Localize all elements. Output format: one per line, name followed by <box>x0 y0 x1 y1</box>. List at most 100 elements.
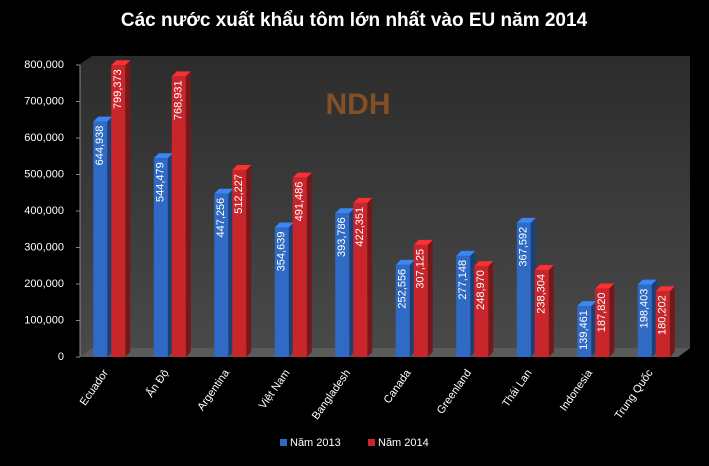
bar-top <box>232 165 252 171</box>
value-label: 354,639 <box>276 232 288 272</box>
bar-top <box>111 60 131 66</box>
bar-top <box>534 265 554 271</box>
bar-side <box>246 165 252 357</box>
y-tick-label: 500,000 <box>24 168 64 180</box>
bar <box>292 177 307 357</box>
bar <box>274 227 289 357</box>
bar-side <box>167 153 173 357</box>
bar <box>534 270 549 357</box>
bar-side <box>548 265 554 357</box>
value-label: 544,479 <box>155 162 167 202</box>
value-label: 422,351 <box>354 207 366 247</box>
bar-side <box>409 259 415 357</box>
y-tick-label: 300,000 <box>24 241 64 253</box>
value-label: 252,556 <box>397 269 409 309</box>
value-label: 799,373 <box>112 69 124 109</box>
bar-top <box>171 71 191 77</box>
bar-side <box>107 116 113 358</box>
bar <box>516 222 531 357</box>
bar <box>353 202 368 357</box>
bar-side <box>306 172 312 357</box>
y-tick-label: 800,000 <box>24 59 64 71</box>
bar-side <box>591 301 597 357</box>
value-label: 768,931 <box>173 80 185 120</box>
bar-side <box>669 286 675 357</box>
x-tick-label: Thái Lan <box>500 368 534 410</box>
bar-side <box>488 261 494 357</box>
bar <box>577 306 592 357</box>
bar <box>232 170 247 357</box>
bar <box>595 288 610 357</box>
value-label: 248,970 <box>475 270 487 310</box>
bar-top <box>93 116 113 122</box>
x-tick-label: Bangladesh <box>310 368 353 422</box>
bar-top <box>214 188 234 194</box>
bar-side <box>470 250 476 357</box>
y-tick-label: 600,000 <box>24 132 64 144</box>
bar <box>413 244 428 357</box>
watermark: NDH <box>326 88 391 121</box>
x-tick-label: Indonesia <box>558 367 596 414</box>
value-label: 644,938 <box>94 126 106 166</box>
value-label: 491,486 <box>294 182 306 222</box>
bar-side <box>530 217 536 357</box>
x-tick-label: Greenland <box>435 368 474 417</box>
y-tick-label: 0 <box>58 351 64 363</box>
x-tick-label: Ấn Độ <box>143 367 171 400</box>
value-label: 307,125 <box>415 249 427 289</box>
value-label: 180,202 <box>657 295 669 335</box>
bar <box>214 193 229 357</box>
bar <box>637 284 652 357</box>
y-tick-label: 700,000 <box>24 95 64 107</box>
value-label: 238,304 <box>536 274 548 314</box>
bar <box>395 264 410 357</box>
legend-label: Năm 2014 <box>378 437 429 449</box>
value-label: 187,820 <box>596 292 608 332</box>
legend-swatch <box>280 439 287 446</box>
bar-top <box>516 217 536 223</box>
bar-top <box>577 301 597 307</box>
bar-top <box>153 153 173 159</box>
bar-side <box>349 208 355 357</box>
x-tick-label: Canada <box>382 367 414 406</box>
x-tick-label: Ecuador <box>78 367 112 408</box>
legend-label: Năm 2013 <box>290 437 341 449</box>
bar-side <box>185 71 191 358</box>
bar-top <box>595 283 615 289</box>
chart-title: Các nước xuất khẩu tôm lớn nhất vào EU n… <box>121 10 588 31</box>
bar-side <box>288 222 294 357</box>
bar <box>93 121 108 358</box>
value-label: 139,461 <box>578 310 590 350</box>
y-tick-label: 200,000 <box>24 278 64 290</box>
bar-side <box>427 239 433 357</box>
bar-top <box>395 259 415 265</box>
bar <box>153 158 168 357</box>
legend-swatch <box>368 439 375 446</box>
x-tick-label: Việt Nam <box>257 368 293 412</box>
bar <box>474 266 489 357</box>
bar-side <box>651 279 657 357</box>
bar-side <box>367 197 373 357</box>
x-tick-label: Argentina <box>195 367 232 413</box>
bar-top <box>335 208 355 214</box>
bar <box>655 291 670 357</box>
value-label: 277,148 <box>457 260 469 300</box>
bar-top <box>274 222 294 228</box>
bar-top <box>456 250 476 256</box>
y-tick-label: 400,000 <box>24 205 64 217</box>
bar <box>171 76 186 358</box>
value-label: 393,786 <box>336 217 348 257</box>
value-label: 512,227 <box>233 174 245 214</box>
bar <box>456 255 471 357</box>
bar-top <box>655 286 675 292</box>
bar-side <box>228 188 234 357</box>
value-label: 198,403 <box>639 289 651 329</box>
bar <box>111 65 126 357</box>
bar-top <box>292 172 312 178</box>
bar <box>335 213 350 357</box>
value-label: 447,256 <box>215 198 227 238</box>
x-tick-label: Trung Quốc <box>613 367 656 422</box>
bar-top <box>413 239 433 245</box>
bar-top <box>353 197 373 203</box>
